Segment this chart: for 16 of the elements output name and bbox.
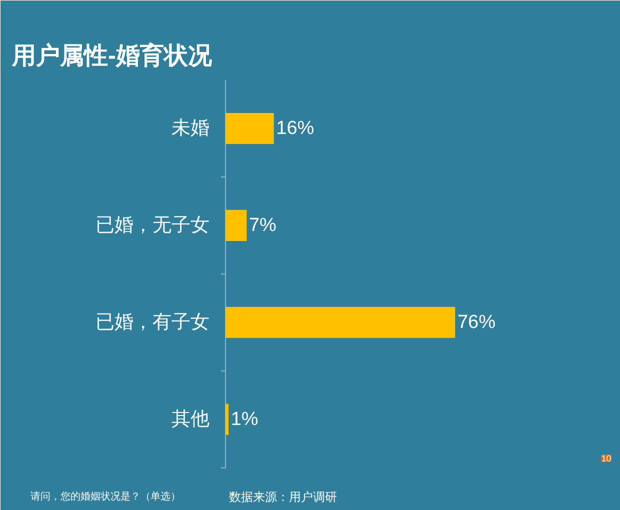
text: 请问，您的婚姻状况是？（单选） <box>30 490 180 502</box>
y-tick-label: 已婚，有子女 <box>95 312 210 333</box>
text: 10 <box>601 454 612 464</box>
chart-title: 用户属性-婚育状况 <box>10 41 213 70</box>
y-tick-label: 已婚，无子女 <box>95 214 210 236</box>
bar <box>226 404 229 435</box>
data-label: 7% <box>248 214 277 236</box>
data-label: 16% <box>276 118 314 139</box>
data-label: 1% <box>230 408 258 430</box>
source-note: 数据来源：用户调研 <box>228 490 337 504</box>
bar <box>226 306 456 338</box>
y-tick-label: 其他 <box>171 408 210 430</box>
bar <box>226 210 247 241</box>
bar <box>226 112 274 144</box>
data-label: 76% <box>457 312 496 333</box>
y-tick-label: 未婚 <box>171 118 210 139</box>
